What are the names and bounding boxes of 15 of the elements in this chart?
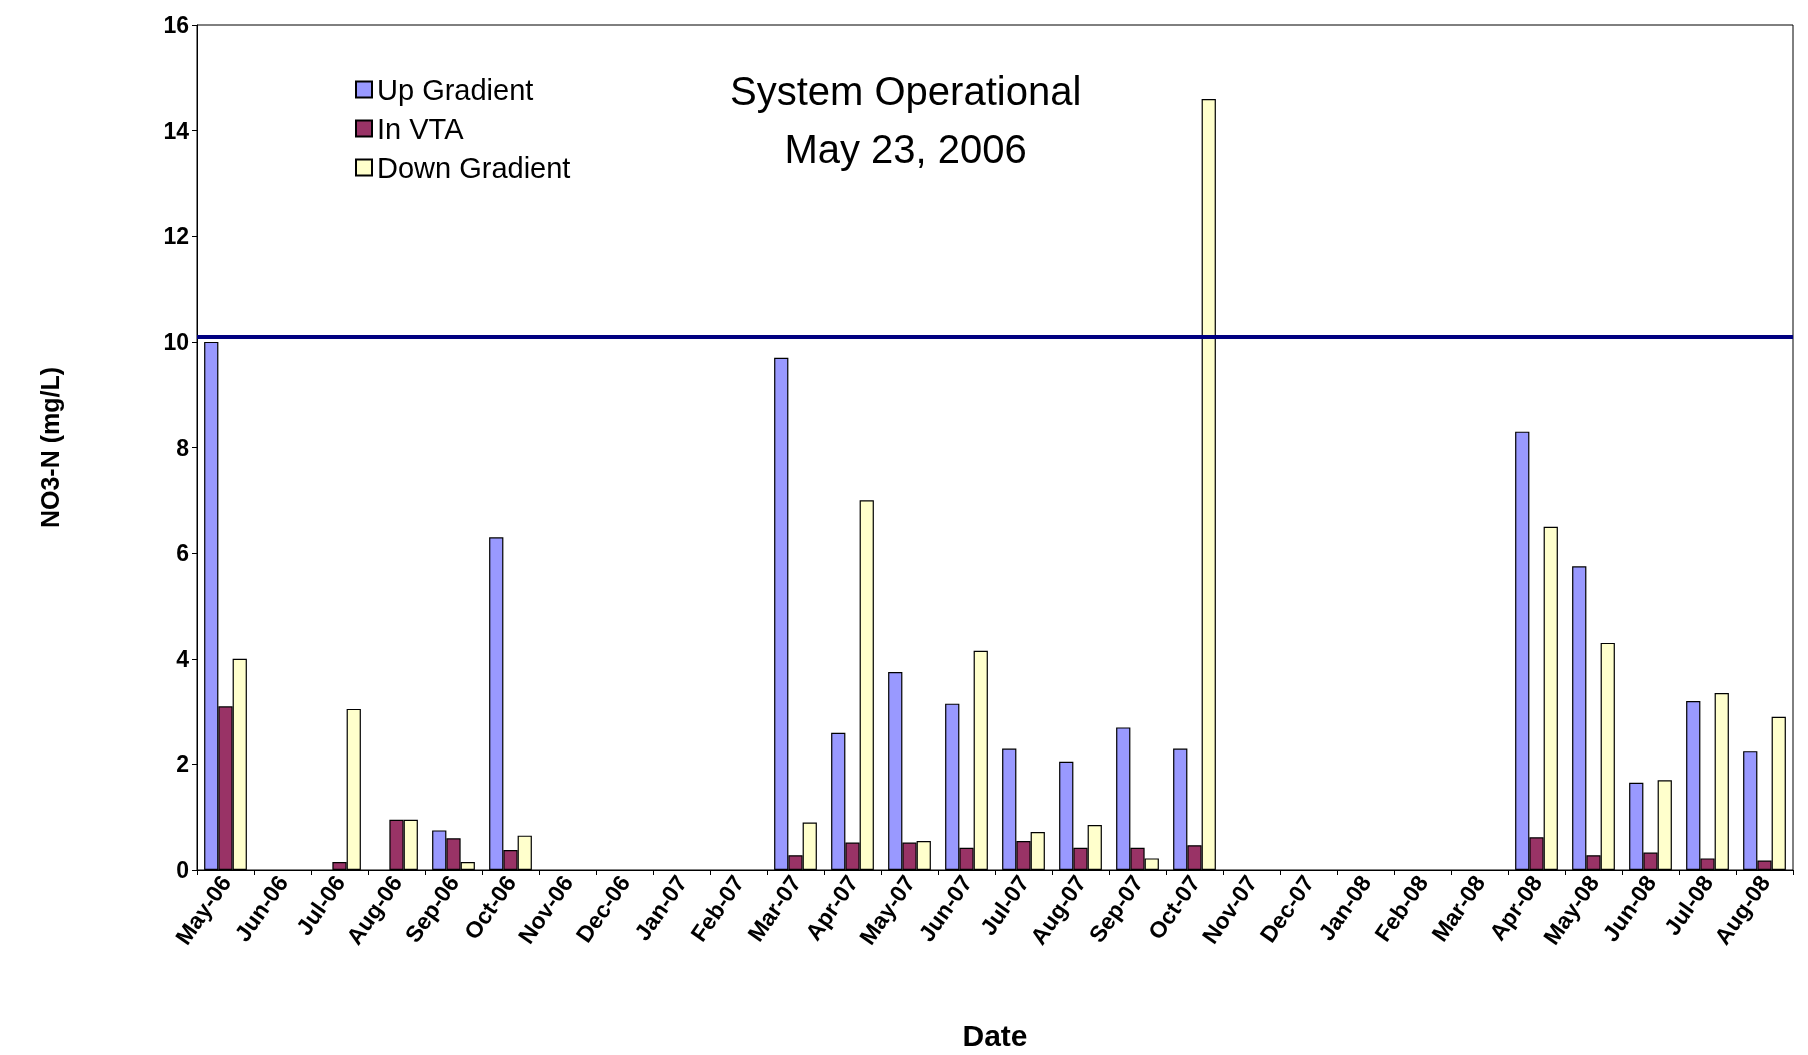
legend-label: Up Gradient <box>377 73 534 106</box>
y-tick-label: 0 <box>176 857 189 883</box>
y-tick-label: 8 <box>176 434 190 461</box>
y-tick-label: 12 <box>163 223 189 250</box>
annotation: System Operational May 23, 2006 <box>729 69 1082 171</box>
y-tick-label: 16 <box>163 12 189 38</box>
y-axis-title: NO3-N (mg/L) <box>35 366 64 529</box>
y-tick-label: 4 <box>176 645 190 672</box>
legend-label: Down Gradient <box>377 151 571 184</box>
y-tick-label: 2 <box>176 751 189 778</box>
legend-label: In VTA <box>377 112 465 145</box>
y-tick-label: 10 <box>163 328 189 355</box>
y-tick-label: 6 <box>176 540 189 567</box>
x-axis-title: Date <box>962 1018 1028 1052</box>
y-tick-label: 14 <box>163 117 190 144</box>
